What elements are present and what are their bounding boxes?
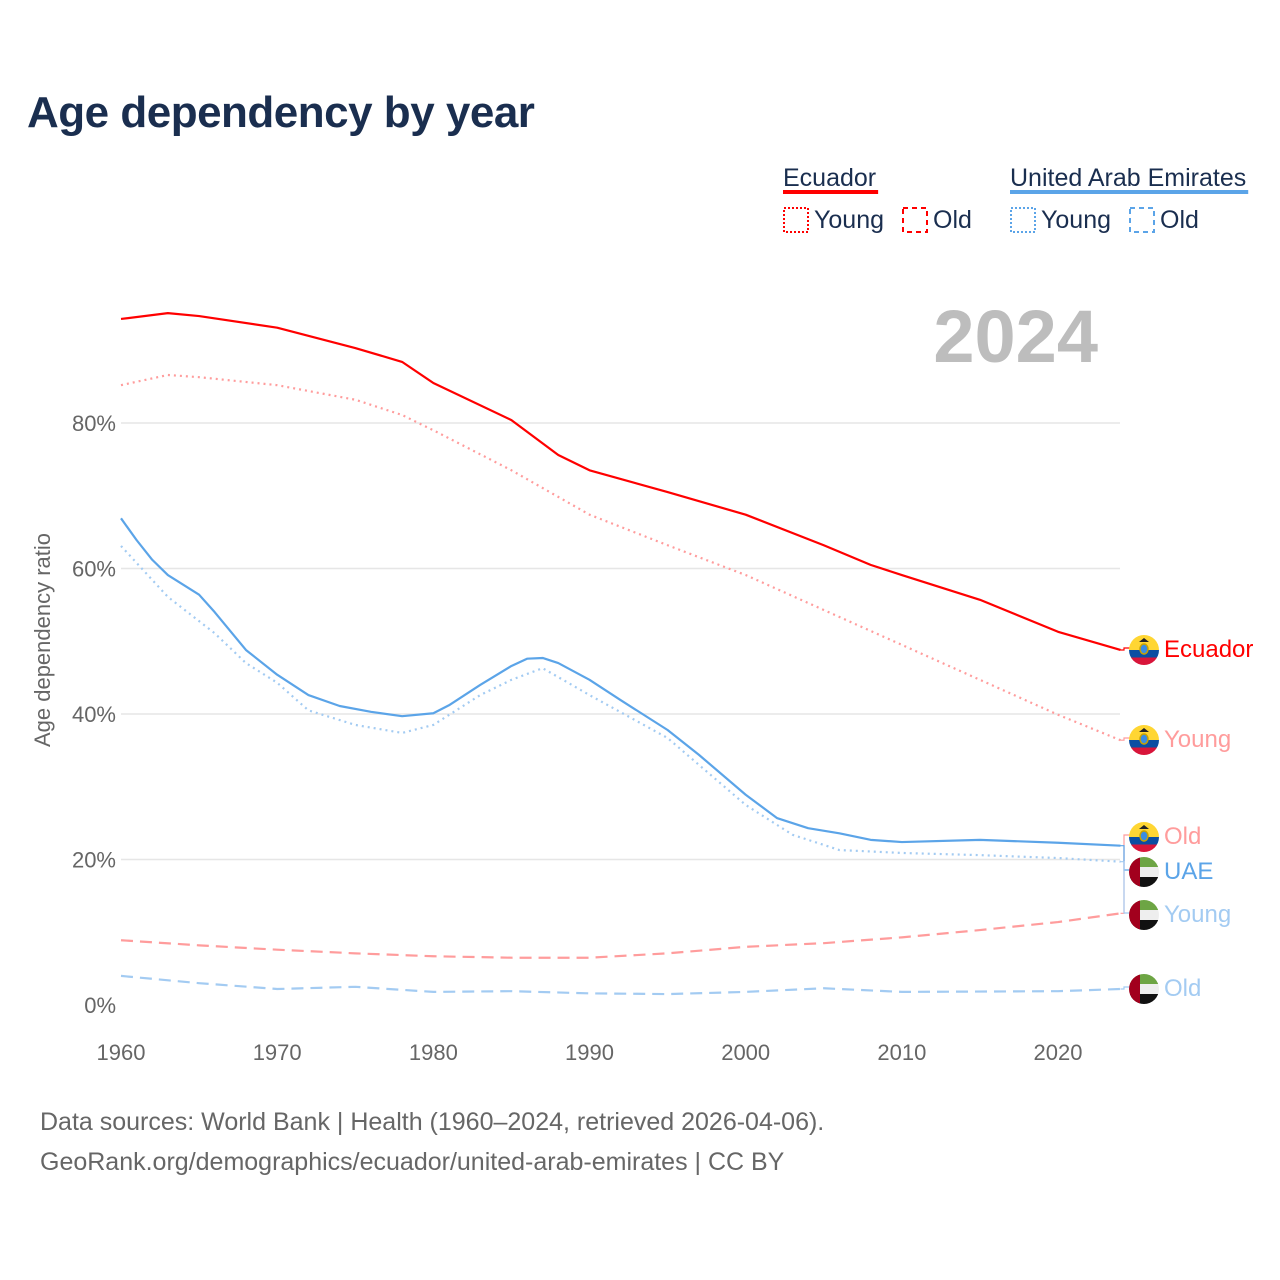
ecuador-flag-icon bbox=[1129, 635, 1159, 665]
legend-item-label[interactable]: Young bbox=[1041, 206, 1111, 234]
series-line-ecuador bbox=[120, 312, 1121, 652]
y-tick-label: 20% bbox=[72, 848, 116, 873]
legend-group-title[interactable]: Ecuador bbox=[783, 164, 876, 192]
legend-swatch-old[interactable] bbox=[902, 207, 928, 233]
legend-item-label[interactable]: Old bbox=[933, 206, 972, 234]
series-end-label: Young bbox=[1164, 901, 1231, 928]
series-end-label: Old bbox=[1164, 823, 1201, 850]
legend-item-label[interactable]: Young bbox=[814, 206, 884, 234]
y-axis-label: Age dependency ratio bbox=[30, 533, 55, 747]
y-tick-label: 80% bbox=[72, 411, 116, 436]
series-line-uae-young bbox=[120, 545, 1121, 863]
label-connector bbox=[1120, 845, 1130, 871]
legend-underline bbox=[783, 190, 879, 194]
series-end-label: Old bbox=[1164, 975, 1201, 1002]
source-url: GeoRank.org/demographics/ecuador/united-… bbox=[40, 1148, 785, 1176]
legend-swatch-young[interactable] bbox=[1010, 207, 1036, 233]
label-connector bbox=[1120, 861, 1130, 914]
x-tick-label: 1980 bbox=[409, 1040, 458, 1065]
uae-flag-icon bbox=[1129, 857, 1159, 887]
label-connector bbox=[1120, 737, 1130, 741]
y-tick-label: 60% bbox=[72, 557, 116, 582]
legend-item-label[interactable]: Old bbox=[1160, 206, 1199, 234]
series-line-uae-old bbox=[120, 974, 1121, 996]
legend-underline bbox=[1010, 190, 1249, 194]
ecuador-flag-icon bbox=[1129, 725, 1159, 755]
chart-title: Age dependency by year bbox=[27, 88, 535, 137]
y-tick-label: 0% bbox=[84, 993, 116, 1018]
series-line-ecuador-young bbox=[120, 373, 1121, 742]
x-tick-label: 1970 bbox=[253, 1040, 302, 1065]
series-line-ecuador-old bbox=[120, 912, 1121, 959]
ecuador-flag-icon bbox=[1129, 822, 1159, 852]
x-tick-label: 1960 bbox=[97, 1040, 146, 1065]
label-connector bbox=[1120, 647, 1130, 651]
legend-group-title[interactable]: United Arab Emirates bbox=[1010, 164, 1246, 192]
year-label: 2024 bbox=[933, 295, 1098, 378]
uae-flag-icon bbox=[1129, 900, 1159, 930]
data-source: Data sources: World Bank | Health (1960–… bbox=[40, 1108, 825, 1136]
x-tick-label: 1990 bbox=[565, 1040, 614, 1065]
legend-swatch-old[interactable] bbox=[1129, 207, 1155, 233]
series-end-label: UAE bbox=[1164, 858, 1213, 885]
x-tick-label: 2000 bbox=[721, 1040, 770, 1065]
x-tick-label: 2020 bbox=[1034, 1040, 1083, 1065]
series-line-uae bbox=[120, 517, 1121, 847]
series-end-label: Young bbox=[1164, 726, 1231, 753]
x-tick-label: 2010 bbox=[877, 1040, 926, 1065]
y-tick-label: 40% bbox=[72, 702, 116, 727]
legend-swatch-young[interactable] bbox=[783, 207, 809, 233]
label-connector bbox=[1120, 986, 1130, 990]
series-end-label: Ecuador bbox=[1164, 636, 1253, 663]
uae-flag-icon bbox=[1129, 974, 1159, 1004]
label-connector bbox=[1120, 834, 1130, 914]
